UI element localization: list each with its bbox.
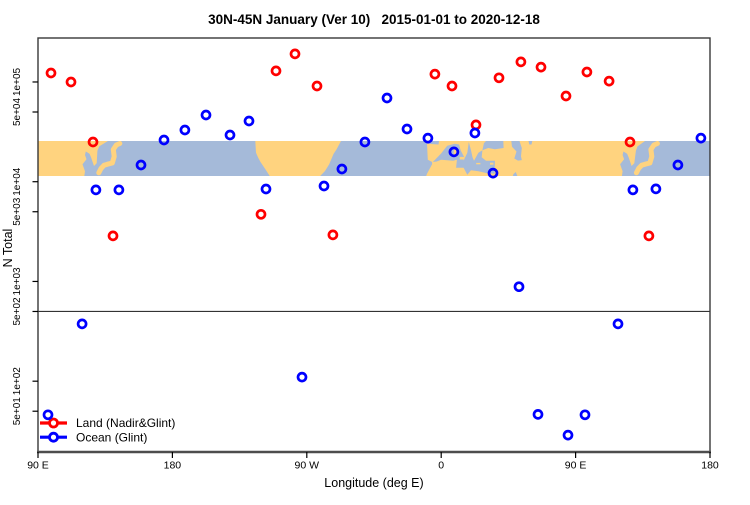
y-tick-label: 1e+03: [12, 267, 23, 296]
ocean-data-point: [469, 127, 481, 139]
legend-item: Ocean (Glint): [40, 430, 147, 444]
land-data-point: [560, 90, 572, 102]
land-data-point: [107, 230, 119, 242]
y-tick-label: 5e+02: [12, 297, 23, 326]
plot-box: [37, 37, 711, 453]
land-data-point: [581, 66, 593, 78]
land-data-point: [65, 76, 77, 88]
ocean-data-point: [336, 163, 348, 175]
x-tick-label: 90 W: [295, 460, 320, 472]
ocean-data-point: [224, 129, 236, 141]
ocean-data-point: [579, 409, 591, 421]
ocean-data-point: [513, 281, 525, 293]
ocean-data-point: [562, 429, 574, 441]
legend-marker-icon: [48, 417, 59, 429]
ocean-data-point: [401, 123, 413, 135]
x-tick-label: 0: [438, 460, 444, 472]
legend-item: Land (Nadir&Glint): [40, 416, 175, 430]
map-sea-aral: [528, 141, 533, 145]
land-data-point: [643, 230, 655, 242]
ocean-data-point: [76, 318, 88, 330]
ocean-data-point: [672, 159, 684, 171]
land-data-point: [327, 229, 339, 241]
map-island-cyprus: [490, 162, 494, 165]
land-data-point: [87, 136, 99, 148]
y-tick-label: 1e+04: [12, 167, 23, 196]
ocean-data-point: [381, 92, 393, 104]
map-band: [38, 141, 710, 176]
ocean-data-point: [260, 183, 272, 195]
ocean-data-point: [612, 318, 624, 330]
x-axis: 90 E 180 90 W 0 90 E 180: [27, 452, 719, 472]
land-data-point: [624, 136, 636, 148]
land-data-point: [270, 65, 282, 77]
x-tick-label: 180: [164, 460, 182, 472]
land-data-point: [535, 61, 547, 73]
ocean-data-point: [422, 132, 434, 144]
ocean-data-point: [296, 371, 308, 383]
map-land-asia-west: [38, 141, 108, 176]
map-island-sicily: [459, 156, 465, 160]
land-data-point: [493, 72, 505, 84]
ocean-data-point: [650, 183, 662, 195]
y-tick-label: 1e+02: [12, 367, 23, 396]
land-data-point: [470, 119, 482, 131]
ocean-data-point: [200, 109, 212, 121]
ocean-data-point: [487, 167, 499, 179]
y-tick-label: 5e+01: [12, 397, 23, 426]
map-island-crete: [476, 162, 481, 165]
ocean-data-point: [90, 184, 102, 196]
ocean-data-point: [42, 409, 54, 421]
ocean-data-point: [243, 115, 255, 127]
ocean-data-point: [532, 409, 544, 420]
land-data-point: [45, 67, 57, 79]
ocean-data-point: [695, 132, 707, 144]
ocean-data-point: [135, 159, 147, 171]
land-data-point: [289, 48, 301, 60]
x-axis-title: Longitude (deg E): [324, 476, 423, 490]
ocean-data-point: [113, 184, 125, 196]
land-data-point: [515, 56, 527, 68]
x-tick-label: 180: [701, 460, 719, 472]
map-sea-caspian: [511, 141, 522, 161]
map-sea-black: [482, 141, 504, 151]
legend-marker-icon: [48, 431, 59, 443]
land-data-point: [311, 80, 323, 92]
ocean-data-point: [318, 180, 330, 192]
map-land-japan-east: [633, 141, 660, 176]
map-land-north-america: [255, 141, 341, 176]
ocean-data-point: [158, 134, 170, 146]
land-data-point: [255, 208, 267, 220]
ocean-data-point: [179, 124, 191, 136]
data-points: [42, 48, 707, 441]
ocean-data-point: [359, 136, 371, 148]
page-title: 30N-45N January (Ver 10) 2015-01-01 to 2…: [208, 12, 540, 27]
y-tick-label: 5e+03: [12, 197, 23, 226]
land-data-point: [603, 75, 615, 87]
legend-label: Ocean (Glint): [76, 430, 147, 444]
legend: Land (Nadir&Glint)Ocean (Glint): [40, 416, 175, 444]
y-tick-label: 1e+05: [12, 67, 23, 96]
y-axis-title: N Total: [1, 229, 15, 268]
x-tick-label: 90 E: [565, 460, 587, 472]
legend-label: Land (Nadir&Glint): [76, 416, 175, 430]
x-tick-label: 90 E: [27, 460, 49, 472]
land-data-point: [429, 68, 441, 80]
y-tick-label: 5e+04: [12, 98, 23, 127]
ocean-data-point: [448, 146, 460, 158]
land-data-point: [446, 80, 458, 92]
map-land-japan-west: [96, 141, 123, 176]
ocean-data-point: [627, 184, 639, 196]
map-sea-persian-gulf: [512, 172, 518, 176]
